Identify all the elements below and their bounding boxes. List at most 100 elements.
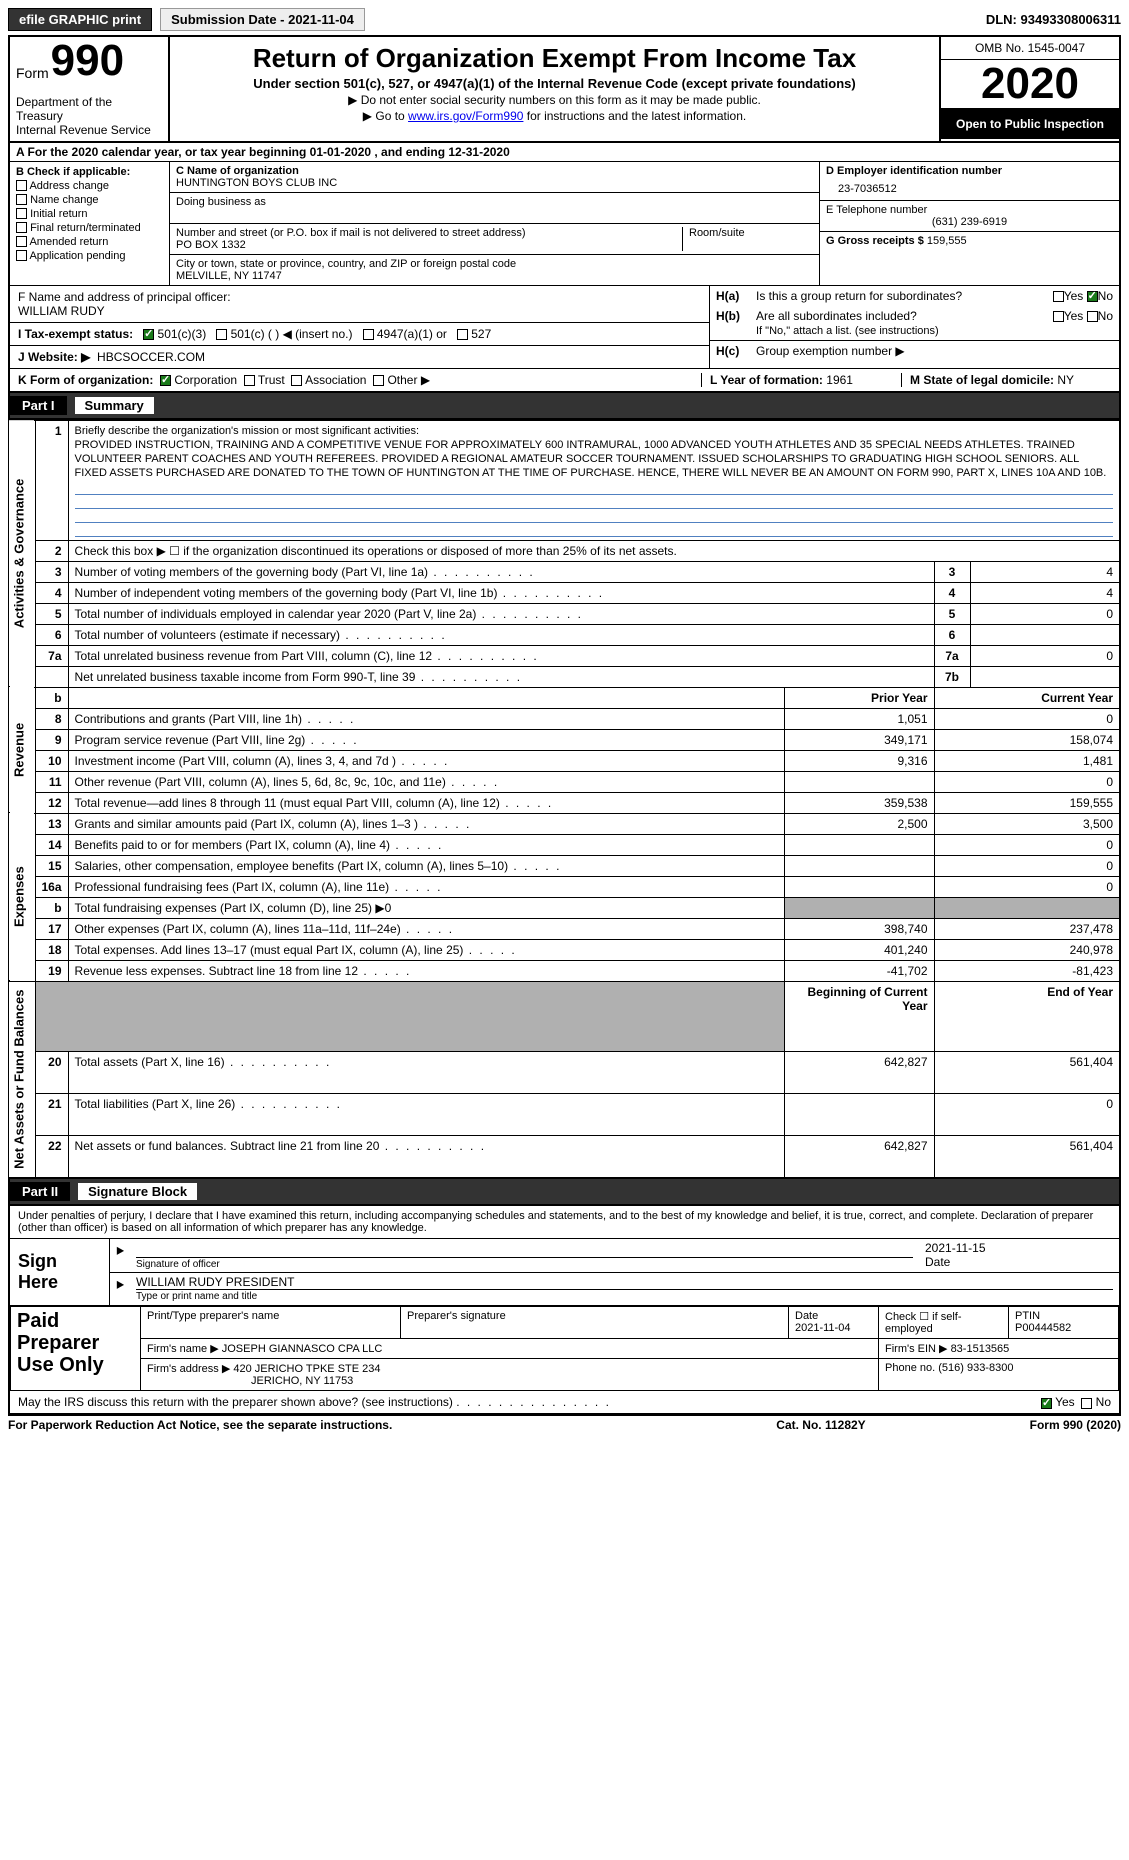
chk-app-pending[interactable]	[16, 250, 27, 261]
k-assoc: Association	[305, 373, 366, 387]
line-num: 6	[35, 624, 68, 645]
caret-icon: ‣	[110, 1239, 130, 1272]
line-num: 8	[35, 708, 68, 729]
chk-address-change[interactable]	[16, 180, 27, 191]
line-num: 20	[35, 1051, 68, 1093]
goto-line: ▶ Go to www.irs.gov/Form990 for instruct…	[178, 109, 931, 123]
i-501c: 501(c) ( ) ◀ (insert no.)	[231, 327, 353, 341]
form-title: Return of Organization Exempt From Incom…	[178, 43, 931, 74]
firm-name-label: Firm's name ▶	[147, 1343, 219, 1355]
prior-value	[784, 855, 934, 876]
line-16b-curr	[934, 897, 1120, 918]
line-desc: Total liabilities (Part X, line 26)	[68, 1093, 784, 1135]
summary-row-exp: 19Revenue less expenses. Subtract line 1…	[9, 960, 1120, 981]
summary-row-rev: 8Contributions and grants (Part VIII, li…	[9, 708, 1120, 729]
phone-label: Phone no.	[885, 1362, 935, 1374]
summary-row-16b: bTotal fundraising expenses (Part IX, co…	[9, 897, 1120, 918]
ha-text: Is this a group return for subordinates?	[756, 289, 1053, 303]
firm-addr1-value: 420 JERICHO TPKE STE 234	[233, 1363, 380, 1375]
prior-value: 2,500	[784, 813, 934, 834]
hb-note: If "No," attach a list. (see instruction…	[756, 325, 939, 337]
line-num: 4	[35, 582, 68, 603]
line-value: 4	[970, 582, 1120, 603]
prior-value	[784, 834, 934, 855]
curr-value: 0	[934, 876, 1120, 897]
goto-post: for instructions and the latest informat…	[523, 109, 746, 123]
j-website-value: HBCSOCCER.COM	[97, 350, 205, 364]
chk-501c3[interactable]	[143, 329, 154, 340]
dept-label: Department of the Treasury	[16, 95, 162, 123]
chk-trust[interactable]	[244, 375, 255, 386]
prep-sig-label: Preparer's signature	[407, 1310, 782, 1322]
curr-value: 561,404	[934, 1135, 1120, 1178]
firm-addr-label: Firm's address ▶	[147, 1363, 230, 1375]
chk-hb-no[interactable]	[1087, 311, 1098, 322]
chk-hb-yes[interactable]	[1053, 311, 1064, 322]
irs-label: Internal Revenue Service	[16, 123, 162, 137]
d-ein-value: 23-7036512	[826, 177, 1113, 197]
line-num: 12	[35, 792, 68, 813]
firm-name-value: JOSEPH GIANNASCO CPA LLC	[222, 1343, 383, 1355]
i-4947: 4947(a)(1) or	[377, 327, 447, 341]
curr-value: 3,500	[934, 813, 1120, 834]
m-label: M State of legal domicile:	[910, 373, 1054, 387]
chk-amended-return[interactable]	[16, 236, 27, 247]
line-desc: Net assets or fund balances. Subtract li…	[68, 1135, 784, 1178]
ha-label: H(a)	[716, 289, 756, 303]
curr-value: 0	[934, 1093, 1120, 1135]
chk-4947[interactable]	[363, 329, 374, 340]
chk-discuss-no[interactable]	[1081, 1398, 1092, 1409]
summary-row-exp: Expenses13Grants and similar amounts pai…	[9, 813, 1120, 834]
submission-date-button[interactable]: Submission Date - 2021-11-04	[160, 8, 365, 31]
summary-row-ag: 5Total number of individuals employed in…	[9, 603, 1120, 624]
form-number-footer: Form 990 (2020)	[921, 1418, 1121, 1432]
hb-text: Are all subordinates included?	[756, 309, 917, 323]
line-2-num: 2	[35, 540, 68, 561]
chk-ha-no[interactable]	[1087, 291, 1098, 302]
chk-name-change[interactable]	[16, 194, 27, 205]
curr-value: 159,555	[934, 792, 1120, 813]
summary-row-ag: 4Number of independent voting members of…	[9, 582, 1120, 603]
small-col: 4	[934, 582, 970, 603]
ptin-value: P00444582	[1015, 1322, 1112, 1334]
ha-yes: Yes	[1064, 289, 1084, 303]
chk-discuss-yes[interactable]	[1041, 1398, 1052, 1409]
prior-value	[784, 1093, 934, 1135]
line-num: 19	[35, 960, 68, 981]
chk-assoc[interactable]	[291, 375, 302, 386]
side-label-ag: Activities & Governance	[9, 420, 35, 687]
i-501c3: 501(c)(3)	[158, 327, 207, 341]
line-16b-text: Total fundraising expenses (Part IX, col…	[68, 897, 784, 918]
line-num: 14	[35, 834, 68, 855]
chk-527[interactable]	[457, 329, 468, 340]
chk-corp[interactable]	[160, 375, 171, 386]
caret-icon: ‣	[110, 1273, 130, 1304]
form-word: Form	[16, 65, 49, 81]
summary-row-ag: 6Total number of volunteers (estimate if…	[9, 624, 1120, 645]
curr-value: 0	[934, 855, 1120, 876]
chk-initial-return[interactable]	[16, 208, 27, 219]
prior-value: 9,316	[784, 750, 934, 771]
curr-value: -81,423	[934, 960, 1120, 981]
efile-button[interactable]: efile GRAPHIC print	[8, 8, 152, 31]
chk-501c[interactable]	[216, 329, 227, 340]
chk-ha-yes[interactable]	[1053, 291, 1064, 302]
i-label: I Tax-exempt status:	[18, 327, 133, 341]
sig-date-value: 2021-11-15	[925, 1241, 1113, 1255]
omb-number: OMB No. 1545-0047	[941, 37, 1119, 60]
summary-row-rev: 9Program service revenue (Part VIII, lin…	[9, 729, 1120, 750]
dba-label: Doing business as	[176, 196, 813, 208]
col-de: D Employer identification number 23-7036…	[819, 162, 1119, 285]
irs-link[interactable]: www.irs.gov/Form990	[408, 109, 523, 123]
chk-final-return[interactable]	[16, 222, 27, 233]
curr-value: 0	[934, 708, 1120, 729]
signature-intro: Under penalties of perjury, I declare th…	[10, 1206, 1119, 1239]
chk-other[interactable]	[373, 375, 384, 386]
line-num: 3	[35, 561, 68, 582]
prior-value: 1,051	[784, 708, 934, 729]
year-range-line: A For the 2020 calendar year, or tax yea…	[10, 143, 1119, 162]
prior-value	[784, 771, 934, 792]
summary-row-na: 22Net assets or fund balances. Subtract …	[9, 1135, 1120, 1178]
c-name-label: C Name of organization	[176, 165, 813, 177]
hc-label: H(c)	[716, 344, 756, 358]
